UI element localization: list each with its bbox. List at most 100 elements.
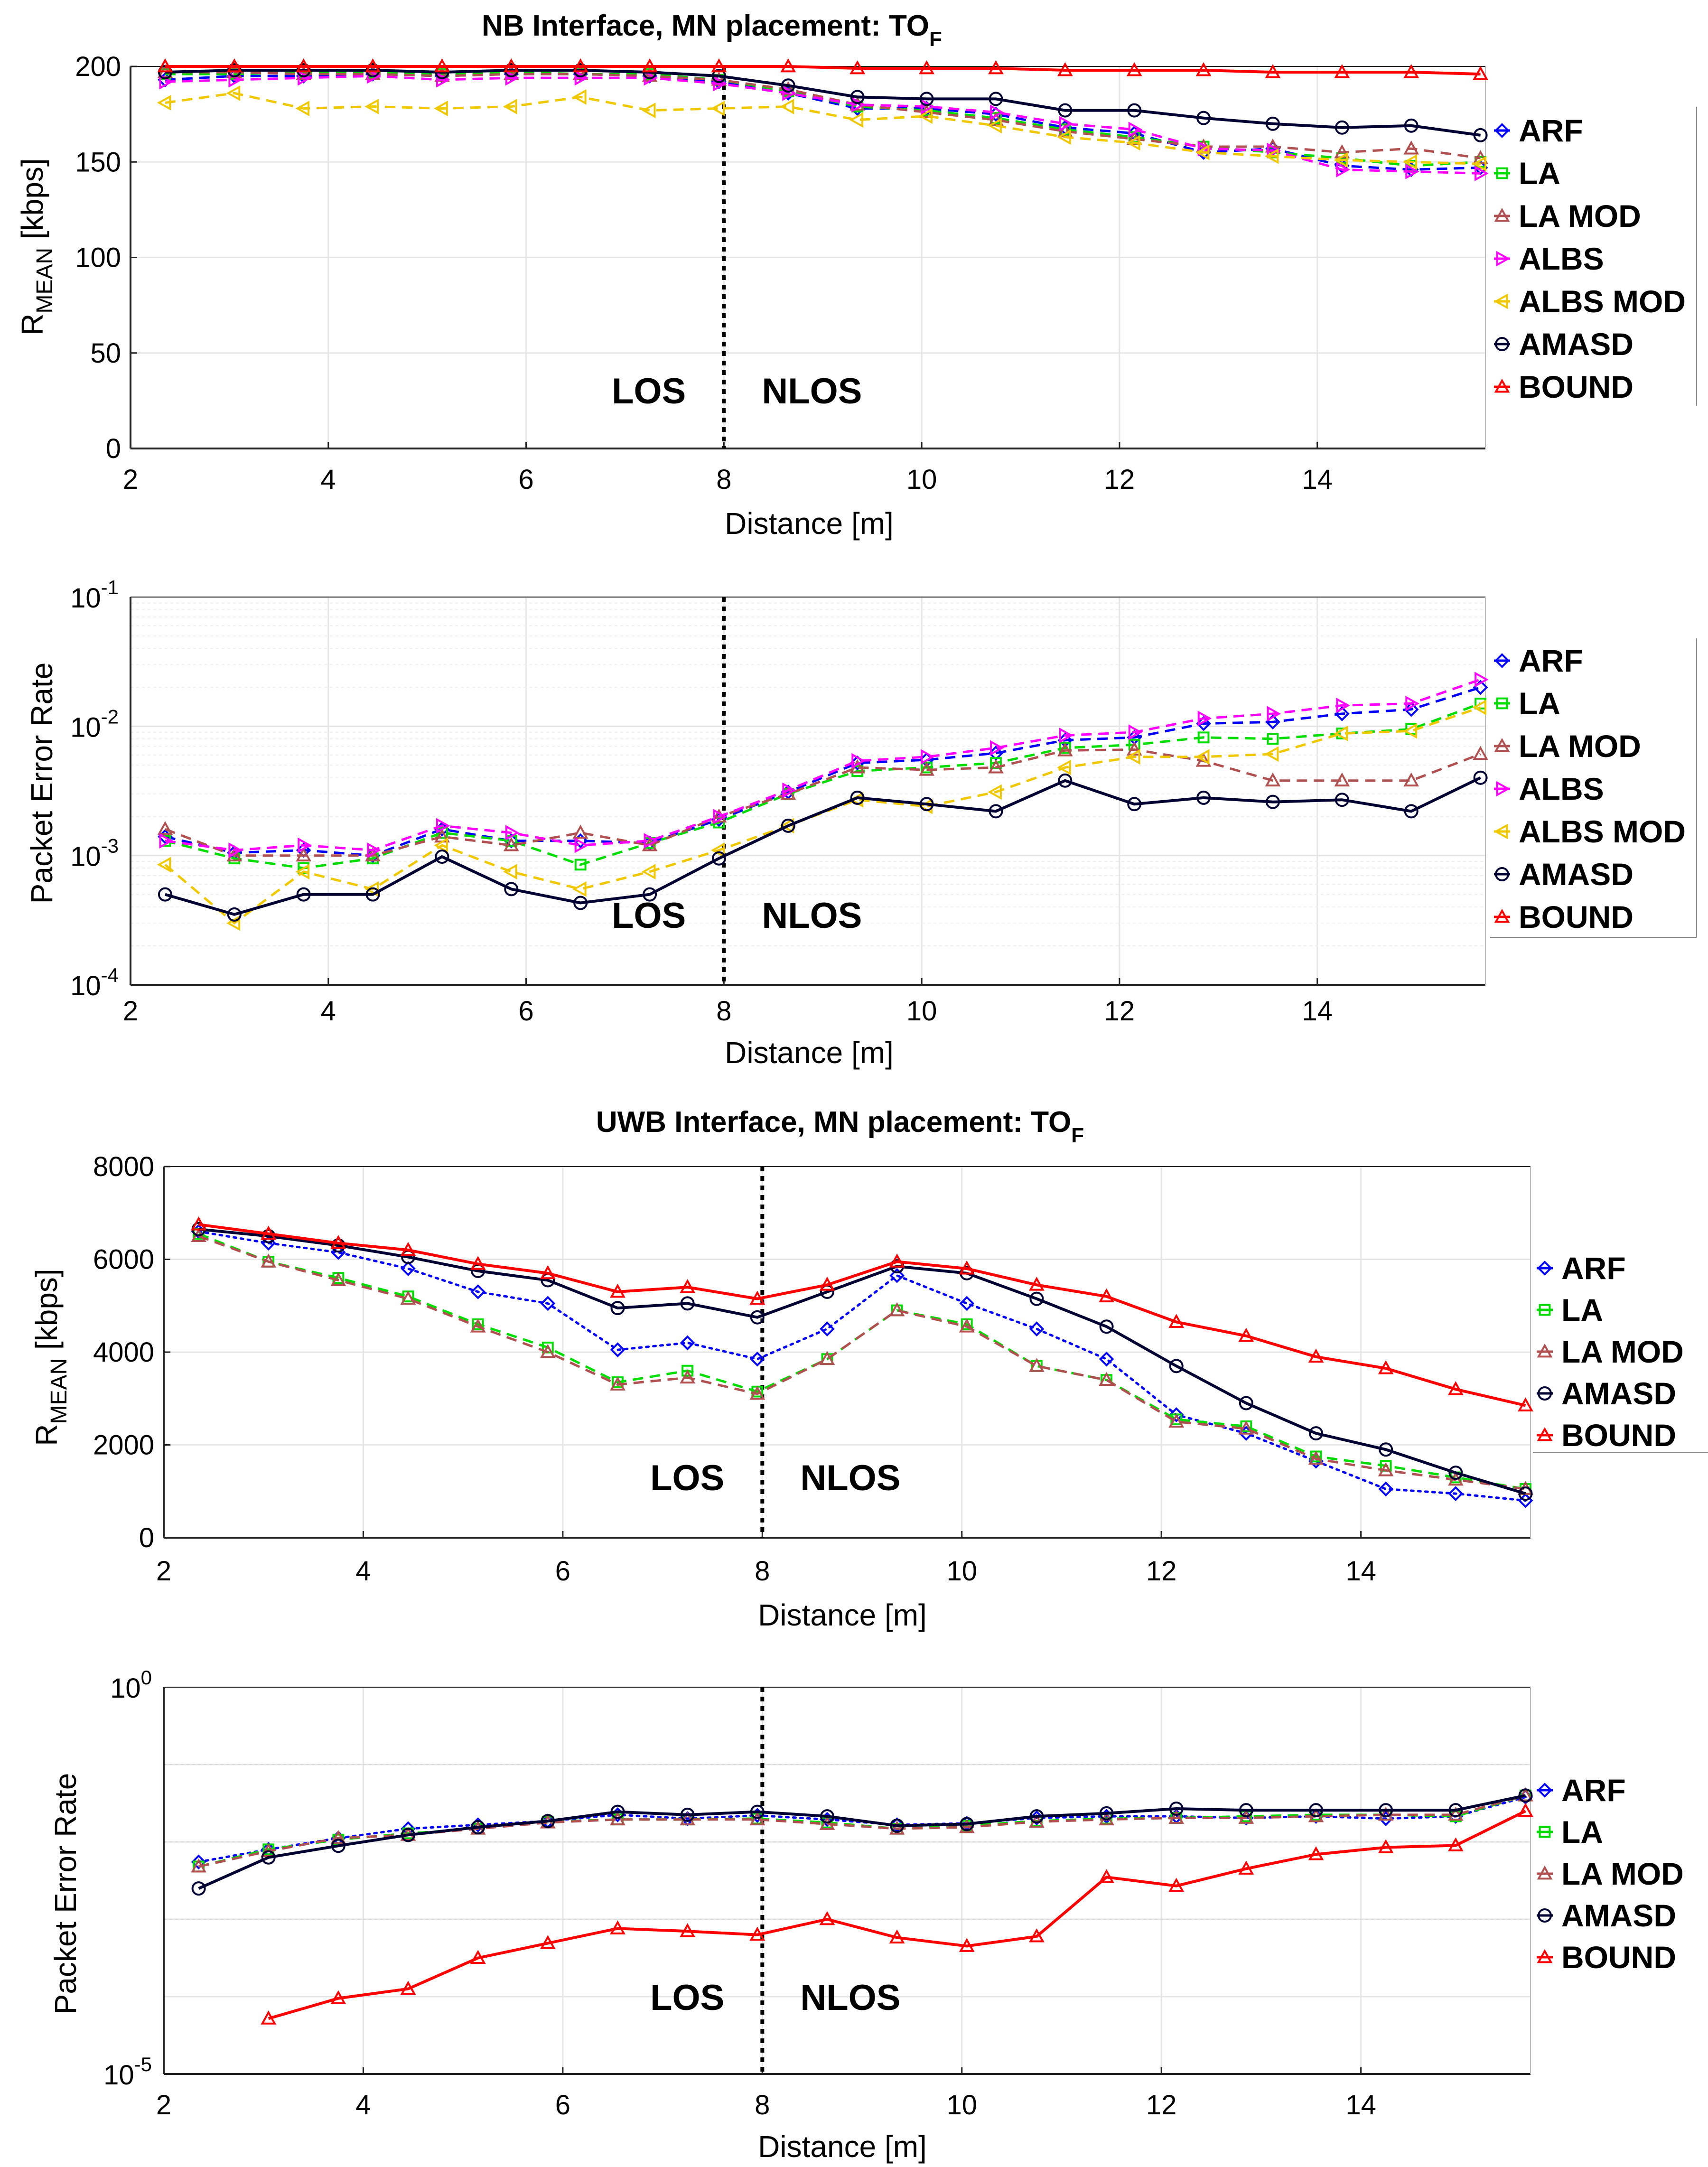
y-tick-label: 10-5: [103, 2053, 152, 2091]
legend-marker: [1494, 207, 1510, 222]
series-line: [165, 71, 1481, 167]
data-point: [1475, 166, 1489, 181]
data-point: [1403, 723, 1418, 739]
data-point: [226, 58, 243, 73]
data-point: [990, 104, 1004, 120]
data-point: [919, 762, 934, 776]
x-tick-label: 10: [946, 1556, 977, 1587]
legend-label: ARF: [1561, 1251, 1626, 1286]
data-point: [989, 804, 1003, 819]
data-point: [710, 842, 725, 858]
data-point: [1029, 1321, 1045, 1336]
data-point: [851, 97, 866, 112]
data-point: [572, 89, 587, 105]
series-amasd: [191, 1788, 1533, 1896]
data-point: [1029, 1358, 1045, 1372]
data-point: [1265, 772, 1281, 787]
series-line: [197, 1796, 1527, 1863]
data-point: [470, 1318, 486, 1333]
data-point: [710, 101, 725, 116]
data-point: [1335, 793, 1349, 807]
data-point: [540, 1265, 556, 1280]
series-line: [165, 686, 1481, 857]
data-point: [610, 1804, 625, 1819]
data-point: [849, 112, 864, 128]
data-point: [1378, 1839, 1394, 1853]
legend-label: LA: [1519, 156, 1560, 191]
y-tick-label: 100: [75, 243, 121, 273]
legend-marker: [1537, 1261, 1552, 1276]
data-point: [435, 850, 449, 864]
data-point: [1472, 156, 1486, 172]
data-point: [711, 69, 726, 84]
legend-label: LA MOD: [1561, 1856, 1684, 1891]
data-point: [610, 1920, 625, 1934]
legend: ARF LA LA MOD ALBS ALBS MOD AMASD BOUND: [1490, 638, 1697, 938]
y-tick-exponent: -2: [101, 705, 119, 728]
data-point: [749, 1290, 765, 1305]
legend-marker: [1537, 1865, 1553, 1880]
data-point: [574, 859, 587, 871]
data-point: [1099, 1288, 1114, 1303]
data-point: [610, 1301, 625, 1316]
data-point: [988, 759, 1004, 774]
data-point: [1029, 1277, 1045, 1291]
legend-marker: [1496, 251, 1511, 267]
los-label: LOS: [612, 896, 686, 936]
data-point: [470, 1950, 486, 1964]
data-point: [680, 1811, 696, 1826]
data-point: [959, 1296, 975, 1311]
nb-per-ylabel: Packet Error Rate: [25, 663, 59, 904]
nlos-label: NLOS: [800, 1458, 900, 1498]
legend-marker: [1538, 1908, 1552, 1923]
data-point: [1267, 142, 1281, 159]
data-point: [1336, 697, 1350, 713]
y-tick-label: 8000: [93, 1151, 154, 1182]
x-tick-label: 6: [555, 1556, 570, 1587]
data-point: [1128, 121, 1143, 138]
data-point: [541, 1814, 555, 1829]
y-tick-label: 4000: [93, 1337, 154, 1368]
data-point: [750, 1310, 765, 1325]
data-point: [819, 1816, 835, 1830]
data-point: [749, 1926, 765, 1941]
data-point: [1126, 741, 1142, 756]
data-point: [572, 58, 588, 73]
data-point: [1309, 1803, 1324, 1818]
legend-label: ALBS: [1519, 771, 1604, 806]
data-point: [330, 1990, 346, 2005]
data-point: [261, 1253, 277, 1268]
series-line: [165, 71, 1481, 159]
legend-marker: [1539, 1826, 1551, 1838]
data-point: [1196, 790, 1211, 805]
data-point: [849, 60, 866, 75]
x-tick-label: 2: [156, 2090, 171, 2120]
data-point: [988, 60, 1004, 75]
series-albs-mod: [157, 700, 1486, 931]
data-point: [504, 882, 519, 897]
data-point: [959, 1819, 975, 1833]
data-point: [851, 753, 866, 769]
data-point: [1127, 797, 1142, 812]
x-tick-label: 6: [518, 464, 533, 495]
y-tick-base: 10: [70, 712, 101, 743]
legend-marker: [1495, 337, 1509, 351]
data-point: [1099, 1372, 1114, 1386]
data-point: [1334, 64, 1350, 78]
legend-marker: [1496, 781, 1511, 797]
series-arf: [158, 680, 1488, 863]
data-point: [988, 784, 1002, 800]
x-tick-label: 12: [1104, 996, 1135, 1027]
data-point: [1168, 1413, 1185, 1428]
series-la: [193, 1789, 1531, 1873]
data-point: [330, 1830, 346, 1844]
data-point: [1448, 1803, 1463, 1818]
data-point: [331, 1839, 345, 1853]
panel-uwb-per: Packet Error Rate Distance [m] 2 4 6 8 10 12 1…: [48, 1666, 1684, 2164]
series-la-mod: [191, 1228, 1533, 1495]
data-point: [1518, 1803, 1533, 1817]
data-point: [1404, 118, 1419, 133]
series-bound: [191, 1216, 1533, 1411]
data-point: [889, 1821, 905, 1835]
data-point: [298, 70, 312, 86]
